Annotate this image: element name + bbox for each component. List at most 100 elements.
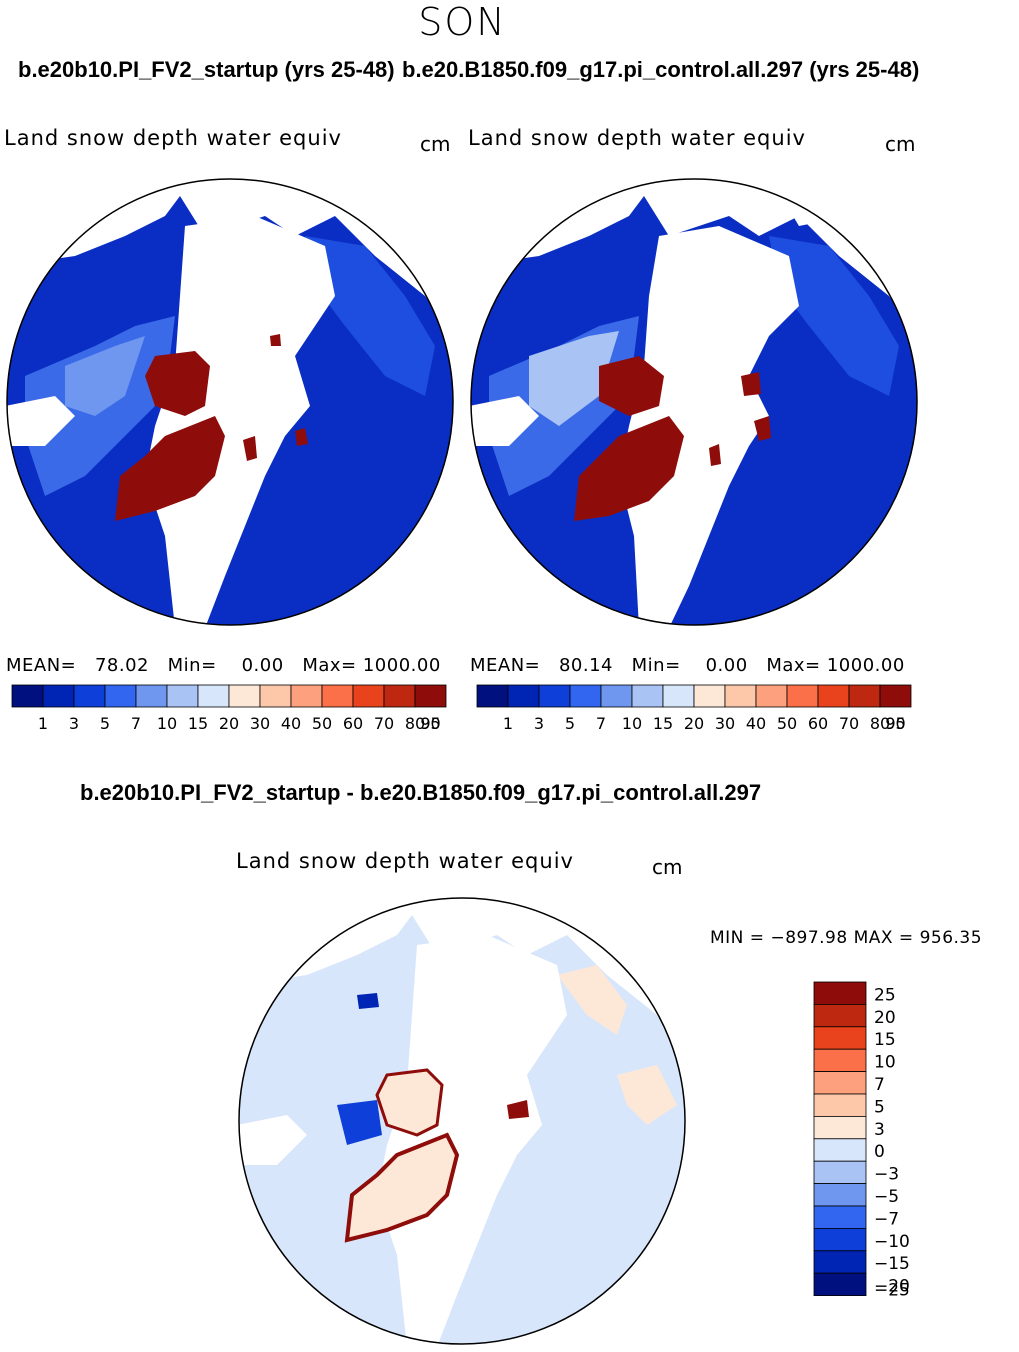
panel1-mean-value: 78.02: [94, 655, 149, 676]
panel1-colorbar-tick-label: 80: [405, 714, 425, 733]
diff-colorbar-swatch: [813, 1183, 867, 1207]
diff-colorbar-tick-label: 0: [874, 1142, 885, 1162]
panel2-colorbar-swatch: [538, 684, 571, 708]
diff-colorbar-swatch: [813, 1115, 867, 1140]
panel1-colorbar-swatch: [11, 684, 44, 708]
panel2-colorbar-tick-label: 40: [746, 714, 766, 733]
panel1-colorbar-swatch: [104, 684, 137, 708]
panel1-colorbar-tick-label: 50: [312, 714, 332, 733]
panel2-colorbar-swatch: [631, 684, 664, 708]
panel1-mean-label: MEAN=: [6, 655, 77, 676]
panel2-colorbar-swatch: [569, 684, 602, 708]
diff-colorbar-tick-label: 7: [874, 1075, 885, 1095]
panel1-colorbar-tick-label: 20: [219, 714, 239, 733]
panel2-colorbar-swatch: [817, 684, 850, 708]
panel1-colorbar-tick-label: 90: [420, 714, 440, 733]
diff-polar-map: [238, 897, 686, 1345]
panel1-colorbar-tick-label: 5: [100, 714, 110, 733]
diff-colorbar-tick-label: 3: [874, 1120, 885, 1140]
panel1-colorbar-tick-label: 10: [157, 714, 177, 733]
panel2-polar-map: [470, 178, 918, 626]
diff-colorbar-swatch: [813, 1160, 867, 1184]
diff-colorbar-tick-label: 15: [874, 1030, 896, 1050]
diff-colorbar-tick-label: 5: [874, 1097, 885, 1117]
panel1-colorbar-swatch: [166, 684, 199, 708]
diff-colorbar-swatch: [813, 981, 867, 1005]
panel1-colorbar-tick-label: 15: [188, 714, 208, 733]
panel2-stats: MEAN= 80.14 Min= 0.00 Max= 1000.00: [470, 655, 905, 676]
panel1-colorbar-tick-label: 7: [131, 714, 141, 733]
panel2-colorbar-tick-label: 3: [534, 714, 544, 733]
panel1-colorbar-swatch: [197, 684, 230, 708]
panel2-colorbar-tick-label: 7: [596, 714, 606, 733]
panel1-colorbar-swatch: [42, 684, 75, 708]
diff-colorbar-tick-label: −20: [874, 1277, 910, 1297]
diff-colorbar-swatch: [813, 1250, 867, 1274]
panel2-colorbar-swatch: [755, 684, 788, 708]
panel1-colorbar-swatch: [290, 684, 323, 708]
panel2-min-label: Min=: [631, 655, 681, 676]
diff-colorbar-swatch: [813, 1003, 867, 1028]
panel1-colorbar-tick-label: 95: [420, 714, 440, 733]
diff-colorbar-swatch: [813, 1227, 867, 1252]
diff-colorbar-tick-label: −25: [874, 1281, 910, 1301]
panel2-colorbar-swatch: [507, 684, 540, 708]
diff-colorbar-tick-label: 10: [874, 1053, 896, 1073]
diff-colorbar-swatch: [813, 1205, 867, 1229]
panel2-colorbar-tick-label: 20: [684, 714, 704, 733]
panel2-colorbar-tick-label: 5: [565, 714, 575, 733]
diff-colorbar-tick-label: 20: [874, 1008, 896, 1028]
panel2-colorbar-swatch: [662, 684, 695, 708]
panel1-colorbar-tick-label: 40: [281, 714, 301, 733]
panel1-colorbar-swatch: [259, 684, 292, 708]
diff-variable-label: Land snow depth water equiv: [236, 849, 574, 873]
panel2-colorbar-swatch: [848, 684, 881, 708]
panel2-colorbar-tick-label: 90: [885, 714, 905, 733]
panel1-stats: MEAN= 78.02 Min= 0.00 Max= 1000.00: [6, 655, 441, 676]
panel2-colorbar-swatch: [600, 684, 633, 708]
diff-colorbar-swatch: [813, 1093, 867, 1117]
panel2-colorbar-swatch: [476, 684, 509, 708]
panel2-colorbar-swatch: [879, 684, 912, 708]
panel2-colorbar-tick-label: 60: [808, 714, 828, 733]
panel2-colorbar-swatch: [786, 684, 819, 708]
diff-colorbar-tick-label: −3: [874, 1165, 899, 1185]
diff-colorbar-swatch: [813, 1071, 867, 1095]
panel1-min-label: Min=: [167, 655, 217, 676]
panel2-colorbar-tick-label: 30: [715, 714, 735, 733]
panel2-units: cm: [885, 132, 916, 156]
panel2-colorbar-swatch: [693, 684, 726, 708]
panel1-variable-label: Land snow depth water equiv: [4, 126, 342, 150]
diff-colorbar-tick-label: −7: [874, 1209, 899, 1229]
panel2-max-value: 1000.00: [826, 655, 905, 676]
panel1-colorbar-swatch: [352, 684, 385, 708]
diff-colorbar-tick-label: −15: [874, 1254, 910, 1274]
panel2-max-label: Max=: [766, 655, 821, 676]
panel1-colorbar-swatch: [73, 684, 106, 708]
panel1-colorbar-tick-label: 60: [343, 714, 363, 733]
diff-colorbar-swatch: [813, 1048, 867, 1072]
diff-units: cm: [652, 855, 683, 879]
panel1-colorbar-tick-label: 3: [69, 714, 79, 733]
panel2-colorbar-tick-label: 95: [885, 714, 905, 733]
panel2-colorbar-tick-label: 10: [622, 714, 642, 733]
panel2-colorbar-swatch: [724, 684, 757, 708]
panel1-colorbar-swatch: [383, 684, 416, 708]
panel2-colorbar-tick-label: 15: [653, 714, 673, 733]
panel2-colorbar-tick-label: 1: [503, 714, 513, 733]
panel1-colorbar-swatch: [135, 684, 168, 708]
panel1-colorbar-swatch: [228, 684, 261, 708]
diff-colorbar-tick-label: −5: [874, 1187, 899, 1207]
diff-title: b.e20b10.PI_FV2_startup - b.e20.B1850.f0…: [80, 780, 762, 805]
panel1-colorbar-tick-label: 30: [250, 714, 270, 733]
panel2-colorbar-tick-label: 70: [839, 714, 859, 733]
panel1-polar-map: [6, 178, 454, 626]
panel2-colorbar-tick-label: 50: [777, 714, 797, 733]
panel1-colorbar-tick-label: 1: [38, 714, 48, 733]
panel2-variable-label: Land snow depth water equiv: [468, 126, 806, 150]
panel1-case-title: b.e20b10.PI_FV2_startup (yrs 25-48): [18, 57, 395, 82]
panel1-colorbar-swatch: [414, 684, 447, 708]
panel1-units: cm: [420, 132, 451, 156]
